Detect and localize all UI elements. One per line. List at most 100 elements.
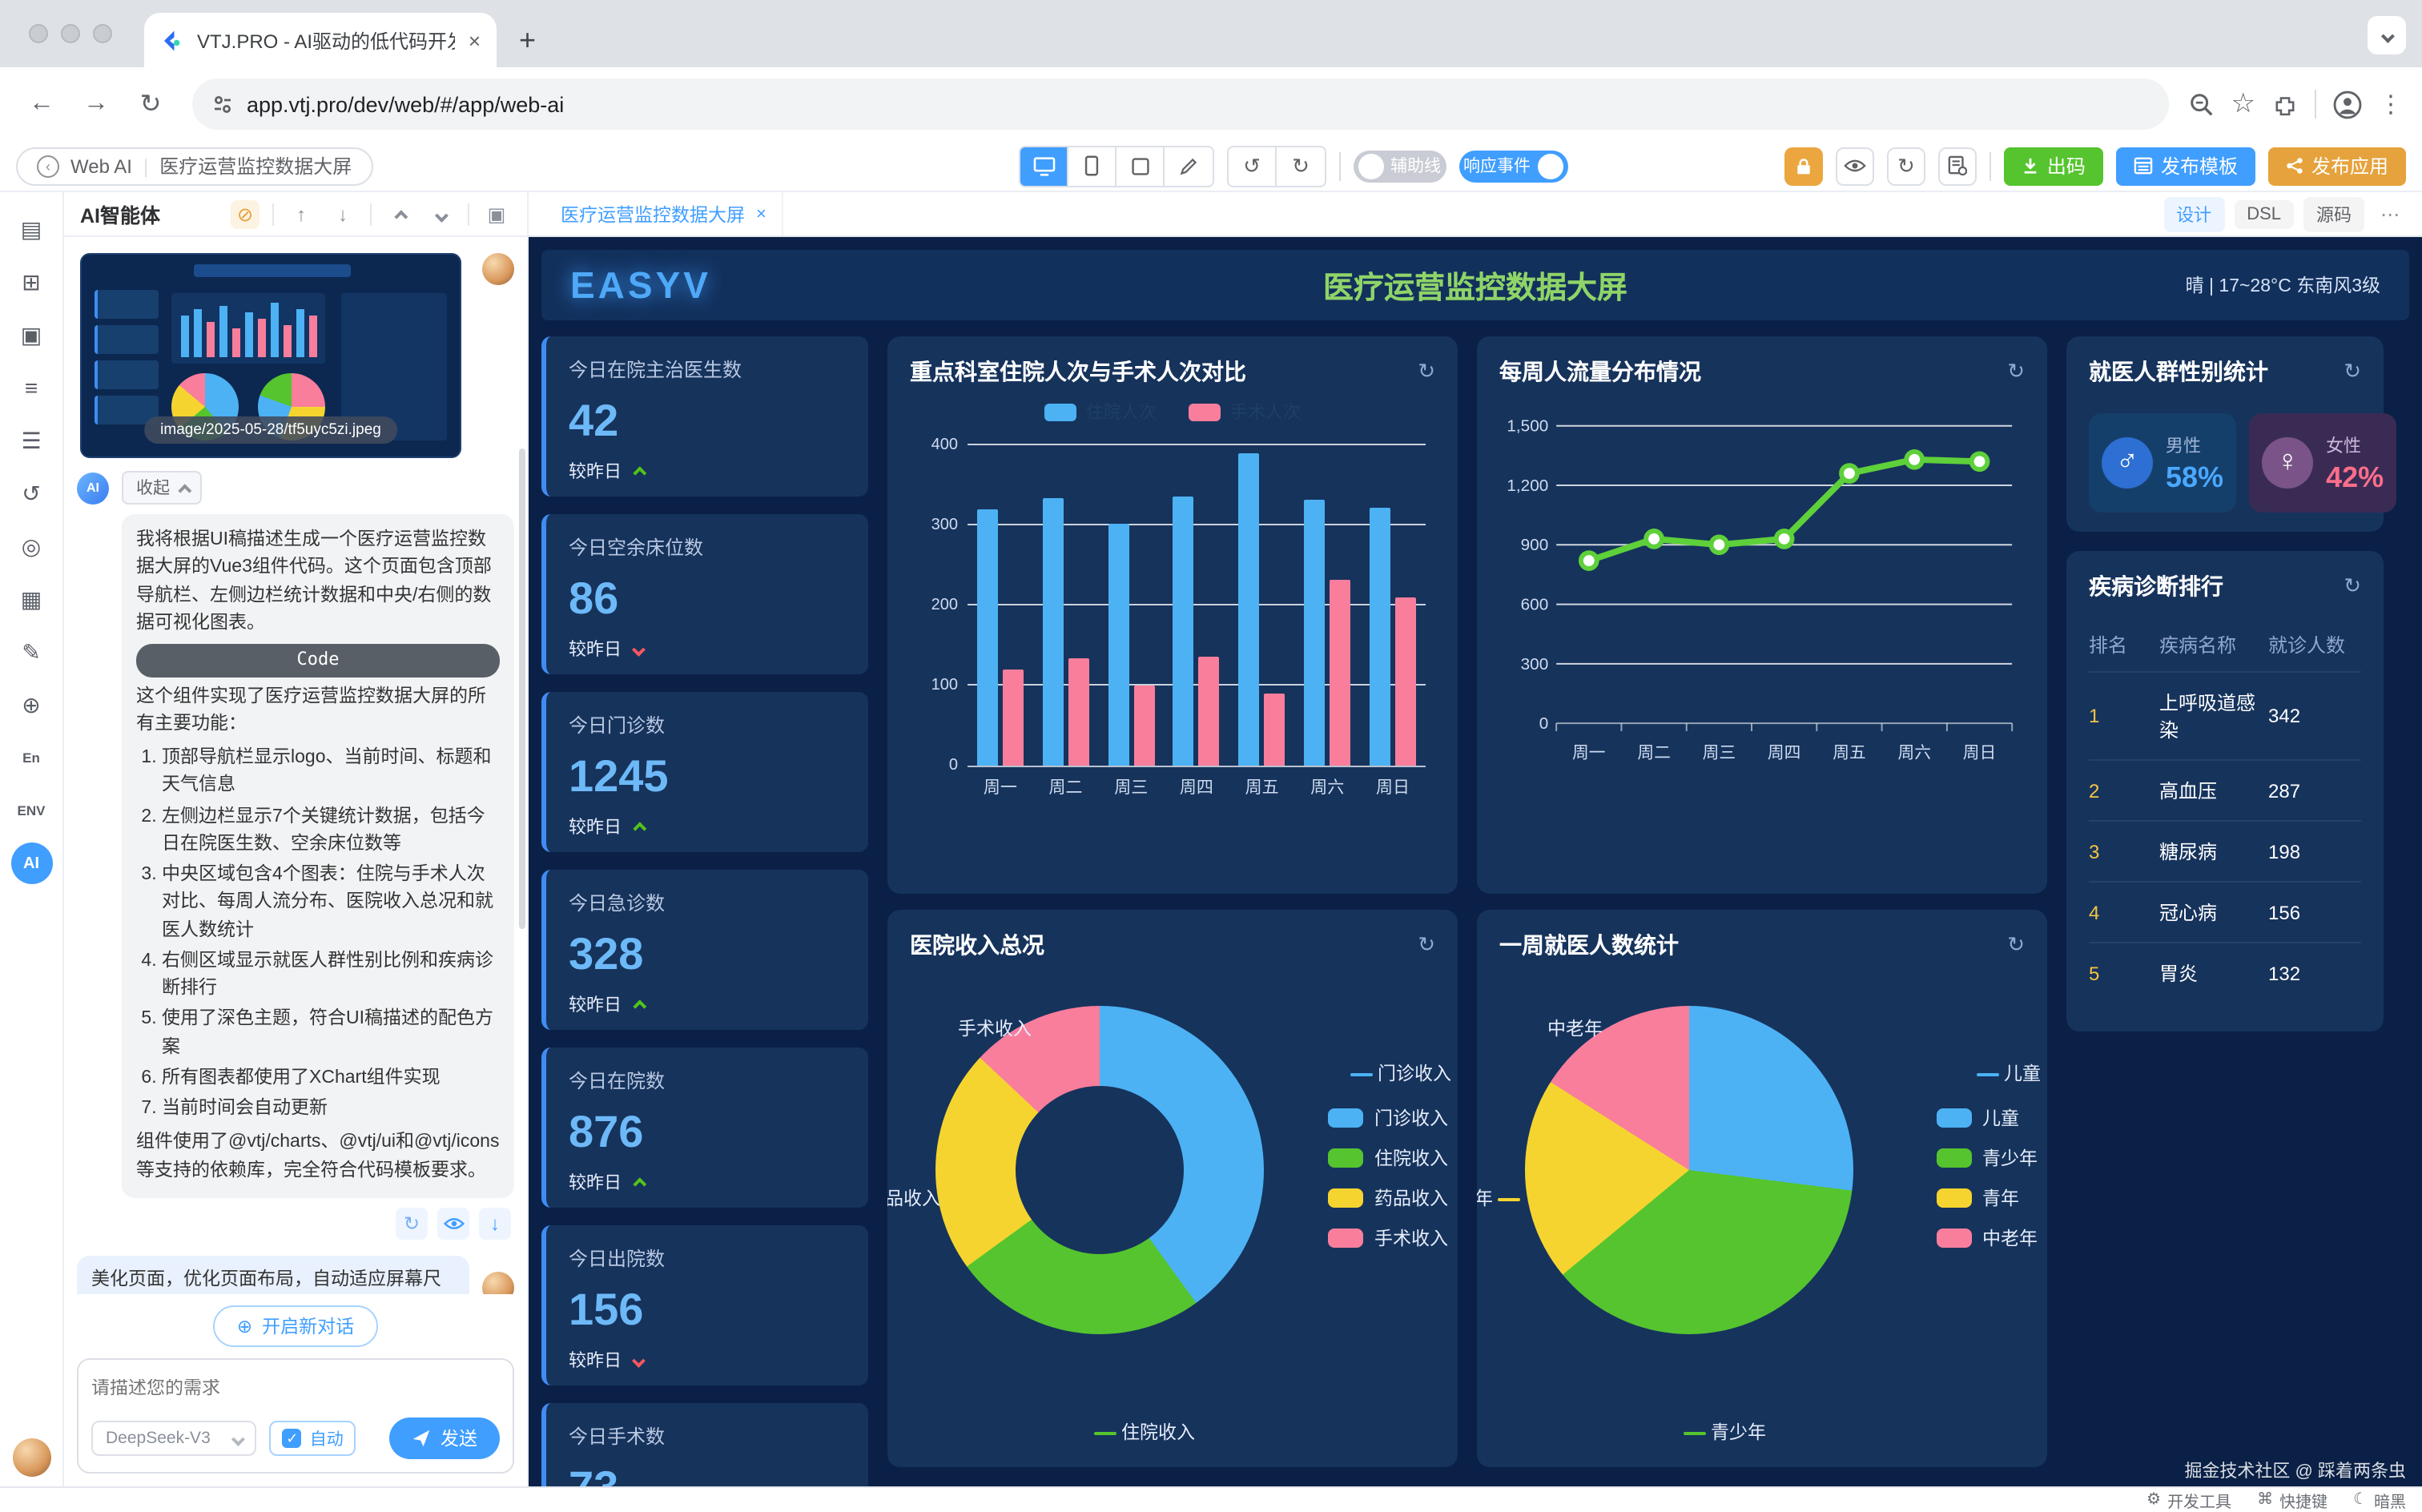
sidebar-icon-lang-en[interactable]: En	[22, 750, 40, 766]
project-name[interactable]: 医疗运营监控数据大屏	[159, 155, 352, 178]
window-controls[interactable]	[29, 24, 112, 43]
dsl-mode-button[interactable]: DSL	[2234, 199, 2294, 228]
breadcrumb[interactable]: ‹ Web AI | 医疗运营监控数据大屏	[16, 147, 373, 185]
page-settings-button[interactable]	[1937, 147, 1977, 185]
attached-screenshot-thumbnail[interactable]: image/2025-05-28/tf5uyc5zi.jpeg	[80, 253, 461, 458]
sidebar-icon-history[interactable]: ↺	[22, 480, 41, 505]
shortcuts-button[interactable]: ⌘ 快捷键	[2257, 1491, 2328, 1512]
webai-label[interactable]: Web AI	[70, 155, 132, 177]
panel-scrollbar[interactable]	[519, 448, 525, 929]
user-avatar[interactable]	[12, 1438, 50, 1477]
url-text[interactable]: app.vtj.pro/dev/web/#/app/web-ai	[247, 92, 565, 116]
undo-button[interactable]: ↺	[1229, 147, 1277, 185]
sidebar-icon-forms[interactable]: ✎	[22, 638, 41, 664]
tab-more-icon[interactable]: ⋯	[2380, 203, 2400, 225]
stat-card[interactable]: 今日出院数 156 较昨日	[541, 1225, 868, 1385]
donut-chart-card[interactable]: 医院收入总况 ↻ 手术收入药品收入住院收入门诊收入门诊收入住院收入药品收入手术收…	[887, 910, 1458, 1467]
gender-stats-card[interactable]: 就医人群性别统计 ↻ ♂ 男性 58%	[2066, 336, 2397, 532]
design-canvas[interactable]: EASYV 医疗运营监控数据大屏 晴 | 17~28°C 东南风3级 今日在院主…	[529, 237, 2422, 1486]
redo-button[interactable]: ↻	[1277, 147, 1325, 185]
prompt-input[interactable]	[91, 1379, 500, 1398]
edit-pencil-button[interactable]	[1165, 147, 1213, 185]
scroll-bottom-icon[interactable]: ↓	[338, 203, 348, 225]
sidebar-icon-outline[interactable]: ☰	[21, 427, 42, 452]
new-chat-button[interactable]: ⊕ 开启新对话	[212, 1305, 379, 1347]
address-bar[interactable]: app.vtj.pro/dev/web/#/app/web-ai	[192, 78, 2169, 130]
dev-tools-button[interactable]: ⚙ 开发工具	[2146, 1491, 2232, 1512]
send-button[interactable]: 发送	[389, 1418, 500, 1459]
auto-checkbox[interactable]: ✓ 自动	[269, 1421, 356, 1456]
download-result-icon[interactable]: ↓	[479, 1207, 511, 1240]
chart-refresh-icon[interactable]: ↻	[1418, 359, 1435, 383]
stat-card[interactable]: 今日空余床位数 86 较昨日	[541, 514, 868, 674]
model-select[interactable]: DeepSeek-V3	[91, 1421, 257, 1456]
source-mode-button[interactable]: 源码	[2303, 196, 2364, 231]
lock-button[interactable]	[1784, 147, 1823, 185]
chart-refresh-icon[interactable]: ↻	[2344, 573, 2361, 597]
browser-menu-icon[interactable]: ⋮	[2379, 91, 2403, 119]
collapse-message-button[interactable]: 收起	[122, 471, 202, 505]
stat-card[interactable]: 今日在院数 876 较昨日	[541, 1048, 868, 1208]
chart-refresh-icon[interactable]: ↻	[2007, 359, 2025, 383]
stat-card[interactable]: 今日手术数 73 较昨日	[541, 1403, 868, 1486]
dashboard-header[interactable]: EASYV 医疗运营监控数据大屏 晴 | 17~28°C 东南风3级	[541, 250, 2409, 320]
refresh-button[interactable]: ↻	[1886, 147, 1925, 185]
pie-chart-card[interactable]: 一周就医人数统计 ↻ 中老年青年青少年儿童儿童青少年青年中老年	[1477, 910, 2047, 1467]
reload-button[interactable]: ↻	[139, 91, 162, 119]
stat-card[interactable]: 今日在院主治医生数 42 较昨日	[541, 336, 868, 497]
sidebar-icon-env[interactable]: ENV	[17, 802, 46, 818]
prev-message-icon[interactable]	[384, 199, 413, 228]
sidebar-icon-pages[interactable]: ▤	[20, 215, 42, 241]
forward-button[interactable]: →	[83, 90, 109, 117]
preview-result-icon[interactable]	[437, 1207, 469, 1240]
profile-avatar-icon[interactable]	[2332, 89, 2363, 119]
tablet-view-button[interactable]	[1116, 147, 1165, 185]
scroll-top-icon[interactable]: ↑	[296, 203, 306, 225]
design-mode-button[interactable]: 设计	[2163, 196, 2225, 231]
zoom-icon[interactable]	[2188, 90, 2215, 118]
back-button[interactable]: ←	[29, 90, 54, 117]
preview-button[interactable]	[1835, 147, 1874, 185]
sidebar-icon-layers[interactable]: ≡	[24, 375, 38, 400]
chart-refresh-icon[interactable]: ↻	[2344, 359, 2361, 383]
new-tab-button[interactable]: +	[519, 24, 537, 56]
close-tab-icon[interactable]: ×	[756, 204, 766, 223]
chat-history-icon[interactable]: ▣	[487, 203, 506, 225]
browser-tab[interactable]: VTJ.PRO - AI驱动的低代码开发 ×	[144, 13, 497, 67]
tab-close-icon[interactable]: ×	[468, 28, 481, 52]
sidebar-icon-i18n-globe[interactable]: ⊕	[22, 691, 41, 717]
close-window-button[interactable]	[29, 24, 48, 43]
bar-chart-card[interactable]: 重点科室住院人次与手术人次对比 ↻ 住院人次 手术人次 0 100 200 300 400…	[887, 336, 1458, 894]
regenerate-icon[interactable]: ↻	[396, 1207, 428, 1240]
extensions-puzzle-icon[interactable]	[2271, 90, 2299, 118]
chart-refresh-icon[interactable]: ↻	[2007, 932, 2025, 956]
bookmark-star-icon[interactable]: ☆	[2231, 88, 2256, 119]
line-chart-card[interactable]: 每周人流量分布情况 ↻ 0 300 600 900 1,200 1,500 周一 周二 周三 周四…	[1477, 336, 2047, 894]
minimize-window-button[interactable]	[61, 24, 80, 43]
site-settings-icon[interactable]	[211, 93, 234, 115]
sidebar-icon-widgets[interactable]: ▦	[20, 585, 42, 611]
events-toggle[interactable]: 响应事件	[1458, 150, 1567, 182]
next-message-icon[interactable]	[426, 199, 455, 228]
code-block-collapsed[interactable]: Code	[136, 644, 500, 677]
sidebar-icon-ai-assistant[interactable]: AI	[10, 842, 52, 884]
stat-card[interactable]: 今日门诊数 1245 较昨日	[541, 692, 868, 852]
dark-mode-button[interactable]: ☾ 暗黑	[2353, 1491, 2406, 1512]
tab-search-button[interactable]	[2368, 16, 2406, 54]
zoom-window-button[interactable]	[93, 24, 112, 43]
mobile-view-button[interactable]	[1068, 147, 1116, 185]
publish-template-button[interactable]: 发布模板	[2115, 147, 2255, 185]
desktop-view-button[interactable]	[1020, 147, 1068, 185]
document-tab[interactable]: 医疗运营监控数据大屏 ×	[545, 192, 784, 235]
publish-app-button[interactable]: 发布应用	[2267, 147, 2406, 185]
disease-ranking-card[interactable]: 疾病诊断排行 ↻ 排名 疾病名称 就诊人数 1 上呼吸道感染 34	[2066, 551, 2384, 1031]
chat-scroll-area[interactable]: image/2025-05-28/tf5uyc5zi.jpeg AI 收起 我将…	[64, 237, 527, 1294]
prompt-input-box[interactable]: DeepSeek-V3 ✓ 自动 发送	[77, 1358, 514, 1474]
sidebar-icon-api[interactable]: ◎	[21, 533, 42, 558]
hide-preview-icon[interactable]: ⊘	[231, 199, 260, 228]
sidebar-icon-blocks[interactable]: ⊞	[22, 268, 41, 294]
chart-refresh-icon[interactable]: ↻	[1418, 932, 1435, 956]
stat-card[interactable]: 今日急诊数 328 较昨日	[541, 870, 868, 1030]
export-code-button[interactable]: 出码	[2003, 147, 2103, 185]
guides-toggle[interactable]: 辅助线	[1354, 150, 1446, 182]
